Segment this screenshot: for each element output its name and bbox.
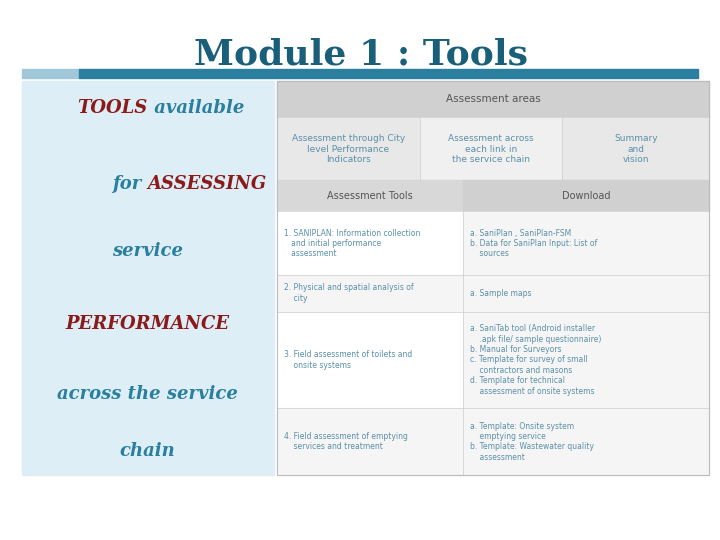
Text: for: for: [112, 174, 148, 193]
Text: Assessment across
each link in
the service chain: Assessment across each link in the servi…: [449, 134, 534, 164]
Bar: [463, 312, 709, 408]
Bar: [463, 275, 709, 312]
Bar: [463, 408, 709, 475]
Text: across the service: across the service: [57, 385, 238, 403]
Text: 4. Field assessment of emptying
    services and treatment: 4. Field assessment of emptying services…: [284, 432, 408, 451]
Text: available: available: [148, 99, 244, 117]
Bar: [22, 69, 79, 78]
Bar: [277, 312, 463, 408]
Bar: [277, 275, 463, 312]
Bar: [562, 118, 709, 180]
Text: 2. Physical and spatial analysis of
    city: 2. Physical and spatial analysis of city: [284, 284, 414, 303]
Text: Assessment areas: Assessment areas: [446, 94, 541, 104]
Text: a. Template: Onsite system
    emptying service
b. Template: Wastewater quality
: a. Template: Onsite system emptying serv…: [470, 422, 594, 462]
Bar: [277, 180, 463, 212]
Bar: [463, 212, 709, 275]
Bar: [277, 118, 420, 180]
Text: Download: Download: [562, 191, 611, 201]
Bar: [22, 81, 274, 475]
Bar: [277, 212, 463, 275]
Bar: [277, 408, 463, 475]
Text: a. SaniTab tool (Android installer
    .apk file/ sample questionnaire)
b. Manua: a. SaniTab tool (Android installer .apk …: [470, 324, 601, 396]
Text: chain: chain: [120, 442, 176, 460]
Bar: [277, 81, 709, 475]
Text: TOOLS: TOOLS: [77, 99, 148, 117]
Text: a. Sample maps: a. Sample maps: [470, 288, 531, 298]
Text: 1. SANIPLAN: Information collection
   and initial performance
   assessment: 1. SANIPLAN: Information collection and …: [284, 228, 420, 259]
Bar: [463, 180, 709, 212]
Text: Assessment through City
level Performance
Indicators: Assessment through City level Performanc…: [292, 134, 405, 164]
Text: 3. Field assessment of toilets and
    onsite systems: 3. Field assessment of toilets and onsit…: [284, 350, 413, 370]
Text: a. SaniPlan , SaniPlan-FSM
b. Data for SaniPlan Input: List of
    sources: a. SaniPlan , SaniPlan-FSM b. Data for S…: [470, 228, 598, 259]
Text: Summary
and
vision: Summary and vision: [614, 134, 657, 164]
Text: Module 1 : Tools: Module 1 : Tools: [194, 38, 528, 72]
Text: PERFORMANCE: PERFORMANCE: [66, 315, 230, 333]
Text: service: service: [112, 242, 183, 260]
Text: Assessment Tools: Assessment Tools: [327, 191, 413, 201]
Bar: [79, 69, 698, 78]
Text: ASSESSING: ASSESSING: [148, 174, 267, 193]
Bar: [277, 81, 709, 118]
Bar: [420, 118, 562, 180]
